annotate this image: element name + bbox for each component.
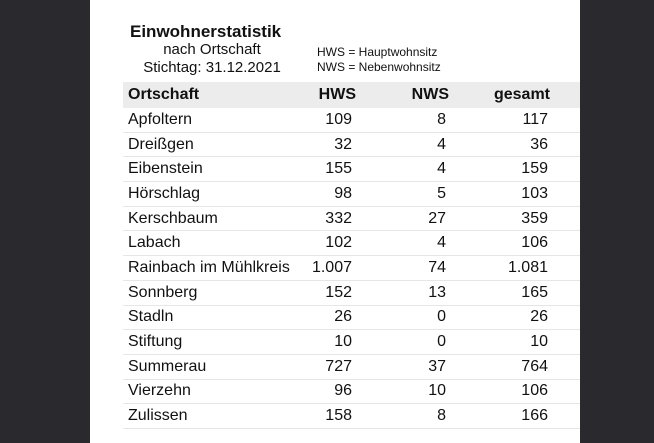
cell-gesamt: 26: [530, 308, 548, 326]
cell-gesamt: 359: [521, 209, 548, 227]
cell-hws: 152: [325, 283, 352, 301]
document-subtitle: nach Ortschaft: [163, 41, 261, 58]
cell-nws: 10: [428, 382, 446, 400]
cell-hws: 98: [334, 184, 352, 202]
cell-gesamt: 10: [530, 333, 548, 351]
cell-ortschaft: Apfoltern: [128, 110, 193, 128]
table-row: Zulissen 158 8 166: [123, 404, 580, 429]
population-table: Ortschaft HWS NWS gesamt Apfoltern 109 8 11…: [123, 82, 580, 429]
legend-hws: HWS = Hauptwohnsitz: [317, 45, 438, 59]
table-row: Labach 102 4 106: [123, 231, 580, 257]
cell-ortschaft: Kerschbaum: [128, 209, 218, 227]
cell-gesamt: 106: [521, 382, 548, 400]
cell-nws: 4: [437, 234, 446, 252]
cell-hws: 158: [325, 407, 352, 425]
column-header-ortschaft: Ortschaft: [128, 86, 200, 103]
cell-ortschaft: Zulissen: [128, 407, 188, 425]
cell-hws: 10: [334, 333, 352, 351]
document-title: Einwohnerstatistik: [130, 22, 282, 41]
column-header-gesamt: gesamt: [493, 86, 550, 103]
cell-gesamt: 106: [521, 234, 548, 252]
cell-hws: 727: [325, 357, 352, 375]
cell-nws: 4: [437, 160, 446, 178]
cell-gesamt: 117: [522, 110, 548, 128]
cell-ortschaft: Vierzehn: [128, 382, 191, 400]
cell-ortschaft: Summerau: [128, 357, 207, 375]
cell-nws: 5: [437, 184, 446, 202]
cell-nws: 13: [428, 283, 446, 301]
table-row: Stadln 26 0 26: [123, 306, 580, 331]
cell-nws: 27: [428, 209, 446, 227]
abbreviation-legend: HWS = Hauptwohnsitz NWS = Nebenwohnsitz: [317, 45, 441, 75]
table-row: Stiftung 10 0 10: [123, 330, 580, 355]
cell-ortschaft: Sonnberg: [128, 283, 198, 301]
cell-hws: 102: [325, 234, 352, 252]
cell-nws: 37: [428, 357, 446, 375]
cell-hws: 155: [325, 160, 352, 178]
cell-hws: 32: [334, 135, 352, 153]
statistics-document: Einwohnerstatistik nach Ortschaft Sticht…: [90, 0, 580, 443]
table-row: Rainbach im Mühlkreis 1.007 74 1.081: [123, 256, 580, 281]
cell-nws: 0: [437, 333, 446, 351]
cell-gesamt: 159: [521, 160, 548, 178]
cell-hws: 1.007: [311, 258, 352, 276]
cell-gesamt: 1.081: [507, 258, 548, 276]
table-row: Sonnberg 152 13 165: [123, 281, 580, 306]
cell-ortschaft: Hörschlag: [128, 184, 201, 202]
cell-hws: 26: [334, 308, 352, 326]
document-subtitle-block: nach Ortschaft Stichtag: 31.12.2021: [136, 41, 288, 77]
cell-ortschaft: Eibenstein: [128, 160, 203, 178]
table-row: Apfoltern 109 8 117: [123, 108, 580, 133]
cell-gesamt: 36: [530, 135, 548, 153]
cell-ortschaft: Labach: [128, 234, 181, 252]
cell-gesamt: 103: [521, 184, 548, 202]
cell-ortschaft: Rainbach im Mühlkreis: [128, 258, 290, 276]
table-row: Hörschlag 98 5 103: [123, 182, 580, 207]
cell-ortschaft: Stadln: [128, 308, 174, 326]
cell-nws: 8: [437, 407, 446, 425]
cell-gesamt: 165: [521, 283, 548, 301]
table-row: Summerau 727 37 764: [123, 355, 580, 380]
cell-ortschaft: Stiftung: [128, 333, 183, 351]
reference-date: Stichtag: 31.12.2021: [143, 59, 281, 76]
table-row: Eibenstein 155 4 159: [123, 157, 580, 183]
cell-hws: 96: [334, 382, 352, 400]
column-header-nws: NWS: [411, 86, 449, 103]
cell-nws: 0: [437, 308, 446, 326]
table-row: Dreißgen 32 4 36: [123, 133, 580, 158]
table-row: Vierzehn 96 10 106: [123, 380, 580, 405]
table-body: Apfoltern 109 8 117 Dreißgen 32 4 36 Eibenstein 1…: [123, 108, 580, 429]
table-row: Kerschbaum 332 27 359: [123, 207, 580, 232]
cell-gesamt: 764: [521, 357, 548, 375]
cell-nws: 4: [437, 135, 446, 153]
cell-gesamt: 166: [521, 407, 548, 425]
legend-nws: NWS = Nebenwohnsitz: [317, 60, 441, 74]
cell-hws: 109: [325, 110, 352, 128]
table-header-row: Ortschaft HWS NWS gesamt: [123, 82, 580, 108]
column-header-hws: HWS: [318, 86, 356, 103]
cell-nws: 74: [428, 258, 446, 276]
cell-hws: 332: [325, 209, 352, 227]
cell-ortschaft: Dreißgen: [128, 135, 194, 153]
cell-nws: 8: [437, 110, 446, 128]
